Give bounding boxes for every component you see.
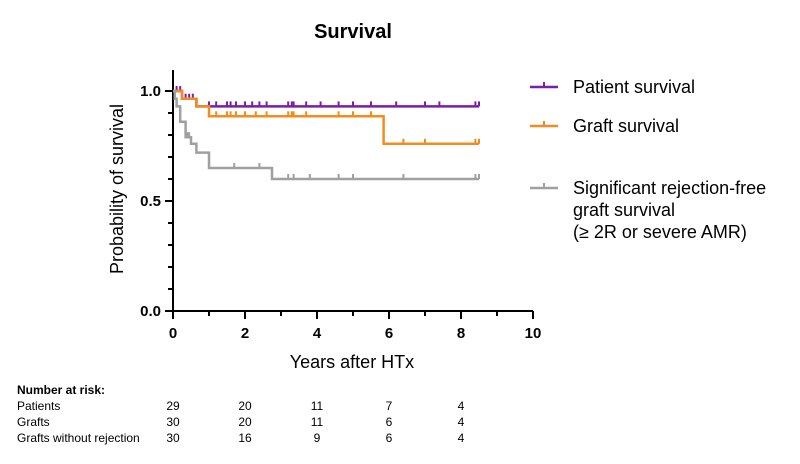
legend-label: Patient survival <box>573 77 695 97</box>
series-3 <box>173 89 480 181</box>
risk-value: 16 <box>238 431 252 445</box>
x-tick-label: 8 <box>457 325 465 342</box>
risk-table: Number at risk: Patients 29 20 11 7 4 Grafts 30… <box>17 382 464 446</box>
x-tick-label: 4 <box>313 325 322 342</box>
series-line <box>173 89 479 108</box>
risk-value: 11 <box>310 399 324 413</box>
series-line <box>173 89 479 146</box>
chart-title: Survival <box>314 21 392 43</box>
series-line <box>173 89 479 181</box>
risk-row-label: Grafts without rejection <box>17 431 140 445</box>
risk-value: 30 <box>166 415 180 429</box>
risk-row: Grafts without rejection 30 16 9 6 4 <box>17 430 464 446</box>
risk-value: 4 <box>457 431 465 445</box>
risk-row: Patients 29 20 11 7 4 <box>17 398 464 414</box>
legend: Patient survival Graft survival Significan… <box>530 77 766 242</box>
risk-value: 4 <box>457 399 465 413</box>
risk-value: 6 <box>385 415 393 429</box>
risk-value: 20 <box>238 399 252 413</box>
y-tick-label: 0.0 <box>140 303 161 320</box>
y-tick-label: 0.5 <box>140 193 161 210</box>
x-tick-label: 2 <box>241 325 249 342</box>
risk-row-label: Patients <box>17 399 61 413</box>
x-axis: 0 2 4 6 8 10 <box>169 310 542 342</box>
series-1 <box>173 86 480 108</box>
risk-row-label: Grafts <box>17 415 50 429</box>
series-2 <box>173 89 480 146</box>
legend-item-2: Graft survival <box>530 116 679 136</box>
risk-value: 30 <box>166 431 180 445</box>
legend-label: graft survival <box>573 200 675 220</box>
legend-label: Graft survival <box>573 116 679 136</box>
risk-value: 20 <box>238 415 252 429</box>
x-tick-label: 0 <box>169 325 177 342</box>
risk-value: 7 <box>385 399 393 413</box>
risk-value: 9 <box>313 431 321 445</box>
risk-value: 6 <box>385 431 393 445</box>
risk-table-title: Number at risk: <box>17 383 106 397</box>
y-tick-label: 1.0 <box>140 83 161 100</box>
legend-label: (≥ 2R or severe AMR) <box>573 222 747 242</box>
risk-value: 11 <box>310 415 324 429</box>
x-axis-label: Years after HTx <box>290 352 414 372</box>
risk-table-rows: Patients 29 20 11 7 4 Grafts 30 20 11 6 4 Grafts wit… <box>17 398 464 446</box>
x-tick-label: 6 <box>385 325 393 342</box>
risk-row: Grafts 30 20 11 6 4 <box>17 414 464 430</box>
risk-value: 29 <box>166 399 180 413</box>
y-axis: 0.0 0.5 1.0 <box>140 70 174 320</box>
series-group <box>173 86 480 181</box>
legend-label: Significant rejection-free <box>573 178 766 198</box>
x-tick-label: 10 <box>525 325 542 342</box>
legend-item-1: Patient survival <box>530 77 695 97</box>
risk-value: 4 <box>457 415 465 429</box>
y-axis-label: Probability of survival <box>107 104 127 274</box>
